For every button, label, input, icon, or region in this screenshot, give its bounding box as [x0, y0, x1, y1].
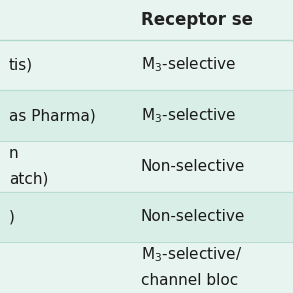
Text: atch): atch)	[9, 171, 48, 186]
Text: channel bloc: channel bloc	[141, 273, 238, 288]
Bar	[0, 40, 293, 90]
Text: ): )	[9, 209, 15, 224]
Text: Non-selective: Non-selective	[141, 209, 245, 224]
Bar	[0, 192, 293, 242]
Bar	[0, 90, 293, 141]
Text: tis): tis)	[9, 57, 33, 72]
Text: Non-selective: Non-selective	[141, 159, 245, 174]
Text: as Pharma): as Pharma)	[9, 108, 96, 123]
Text: $\mathregular{M_3}$-selective/: $\mathregular{M_3}$-selective/	[141, 246, 242, 264]
Text: $\mathregular{M_3}$-selective: $\mathregular{M_3}$-selective	[141, 106, 236, 125]
Text: Receptor se: Receptor se	[141, 11, 253, 29]
Text: $\mathregular{M_3}$-selective: $\mathregular{M_3}$-selective	[141, 56, 236, 74]
Text: n: n	[9, 146, 18, 161]
Bar	[0, 0, 293, 40]
Bar	[0, 141, 293, 192]
Bar	[0, 242, 293, 293]
